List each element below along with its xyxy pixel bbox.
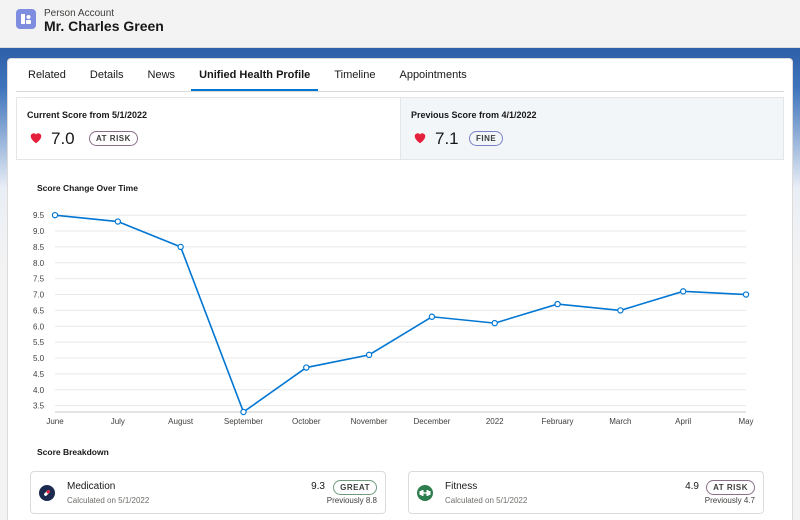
breakdown-previous: Previously 4.7: [704, 496, 755, 505]
x-tick-label: February: [542, 417, 574, 426]
x-tick-label: December: [413, 417, 450, 426]
heart-icon: [414, 133, 426, 144]
data-point: [51, 211, 59, 219]
x-tick-label: 2022: [486, 417, 504, 426]
chart-title: Score Change Over Time: [37, 183, 138, 193]
tab-bar: Related Details News Unified Health Prof…: [16, 59, 479, 91]
y-tick-label: 5.0: [33, 354, 45, 363]
x-tick-label: June: [46, 417, 64, 426]
breakdown-previous: Previously 8.8: [326, 496, 377, 505]
score-line-chart: 3.5 4.0 4.5 5.0 5.5 6.0 6.5 7.0 7.5 8.0 8.5 9.0 9.5 J…: [33, 211, 754, 426]
tab-details[interactable]: Details: [89, 69, 124, 81]
data-point: [554, 300, 561, 308]
x-tick-label: March: [609, 417, 631, 426]
tab-timeline[interactable]: Timeline: [334, 69, 376, 81]
record-title: Mr. Charles Green: [44, 18, 164, 34]
x-tick-label: July: [111, 417, 125, 426]
x-tick-label: April: [675, 417, 691, 426]
breakdown-calculated: Calculated on 5/1/2022: [445, 496, 528, 505]
breakdown-card-medication[interactable]: Medication Calculated on 5/1/2022 9.3 GR…: [30, 471, 386, 514]
previous-score-panel: Previous Score from 4/1/2022 7.1 FINE: [401, 98, 783, 159]
breakdown-badge: AT RISK: [706, 480, 755, 495]
breakdown-calculated: Calculated on 5/1/2022: [67, 496, 150, 505]
x-tick-label: May: [738, 417, 753, 426]
x-tick-label: October: [292, 417, 321, 426]
person-account-icon: [16, 9, 36, 29]
data-point: [240, 408, 247, 416]
x-tick-label: September: [224, 417, 263, 426]
y-tick-label: 4.5: [33, 370, 45, 379]
medication-icon: [39, 485, 55, 501]
current-score-title: Current Score from 5/1/2022: [27, 110, 148, 120]
breakdown-name: Medication: [67, 481, 116, 492]
data-point: [491, 319, 498, 327]
current-score-badge: AT RISK: [89, 131, 138, 146]
breakdown-name: Fitness: [445, 481, 478, 492]
y-tick-label: 7.0: [33, 291, 45, 300]
x-tick-label: August: [168, 417, 194, 426]
x-tick-label: November: [351, 417, 388, 426]
score-summary: Current Score from 5/1/2022 7.0 AT RISK …: [16, 97, 784, 160]
y-tick-label: 9.0: [33, 227, 45, 236]
y-tick-label: 6.0: [33, 322, 45, 331]
current-score-panel: Current Score from 5/1/2022 7.0 AT RISK: [17, 98, 401, 159]
breakdown-card-fitness[interactable]: Fitness Calculated on 5/1/2022 4.9 AT RI…: [408, 471, 764, 514]
y-tick-label: 8.5: [33, 243, 45, 252]
data-point: [679, 288, 687, 295]
tab-related[interactable]: Related: [28, 69, 66, 81]
current-score-value: 7.0: [51, 129, 75, 148]
data-point: [742, 291, 750, 298]
page-header: Person Account Mr. Charles Green: [0, 0, 800, 48]
previous-score-value: 7.1: [435, 129, 459, 148]
y-tick-label: 4.0: [33, 386, 45, 395]
tab-appointments[interactable]: Appointments: [399, 69, 467, 81]
y-tick-label: 9.5: [33, 211, 45, 220]
data-point: [428, 313, 436, 320]
tab-divider: [16, 91, 784, 92]
y-tick-label: 6.5: [33, 306, 45, 315]
heart-icon: [30, 133, 42, 144]
data-point: [114, 218, 122, 225]
breakdown-value: 9.3: [311, 481, 325, 492]
previous-score-title: Previous Score from 4/1/2022: [411, 110, 537, 120]
y-tick-label: 3.5: [33, 402, 45, 411]
breakdown-title: Score Breakdown: [37, 447, 109, 457]
profile-card: Related Details News Unified Health Prof…: [7, 58, 793, 520]
breakdown-badge: GREAT: [333, 480, 377, 495]
breakdown-value: 4.9: [685, 481, 699, 492]
previous-score-badge: FINE: [469, 131, 504, 146]
y-tick-label: 7.5: [33, 275, 45, 284]
data-point: [365, 351, 373, 359]
series-line: [54, 214, 747, 414]
tab-unified-health-profile[interactable]: Unified Health Profile: [187, 59, 322, 91]
data-point: [617, 307, 624, 314]
y-tick-label: 8.0: [33, 259, 45, 268]
data-point: [177, 243, 184, 251]
tab-news[interactable]: News: [147, 69, 176, 81]
dumbbell-icon: [417, 485, 433, 501]
data-point: [303, 364, 310, 371]
record-type-label: Person Account: [44, 8, 115, 19]
y-tick-label: 5.5: [33, 338, 45, 347]
